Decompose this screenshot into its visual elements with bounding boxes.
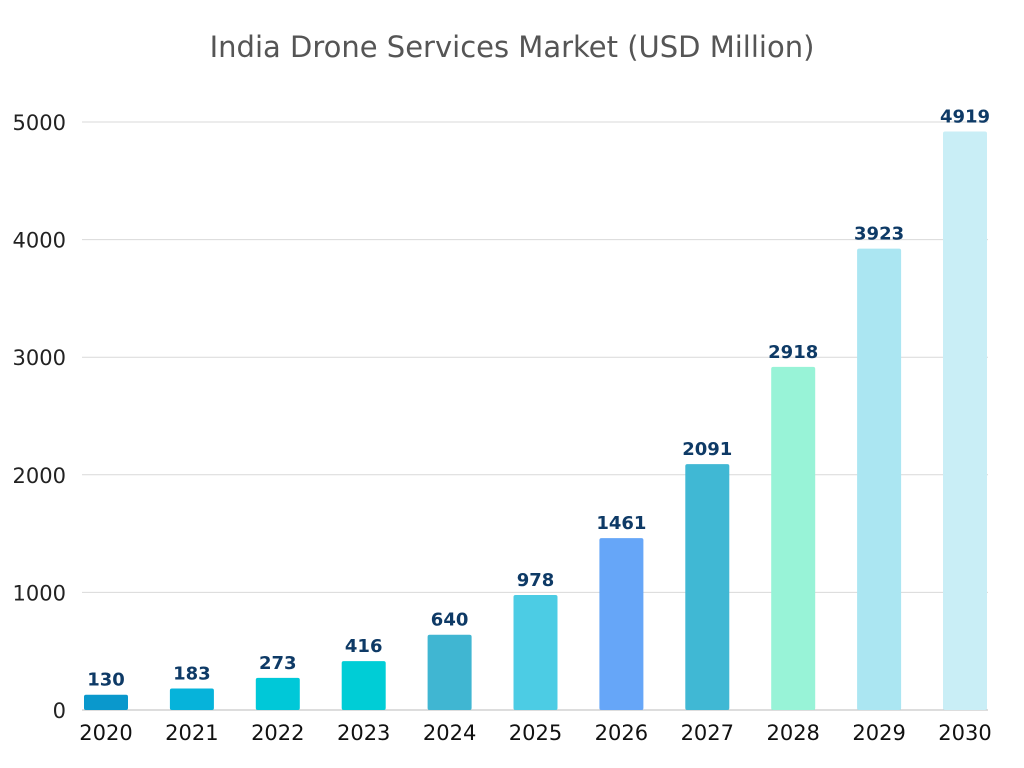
data-label: 183	[173, 663, 211, 684]
x-tick-label: 2020	[79, 721, 132, 745]
x-tick-label: 2023	[337, 721, 390, 745]
x-tick-label: 2028	[766, 721, 819, 745]
bar-2020	[84, 694, 128, 710]
y-tick-label: 5000	[13, 111, 66, 135]
bar-2028	[771, 366, 816, 710]
data-label: 3923	[854, 224, 904, 245]
bar-2024	[427, 634, 472, 710]
x-tick-label: 2026	[595, 721, 648, 745]
y-tick-label: 4000	[13, 229, 66, 253]
data-label: 2918	[768, 342, 818, 363]
data-label: 978	[517, 570, 555, 591]
data-label: 2091	[682, 439, 732, 460]
y-tick-label: 3000	[13, 346, 66, 370]
data-label: 273	[259, 653, 297, 674]
x-tick-label: 2022	[251, 721, 304, 745]
bar-2027	[685, 464, 730, 710]
y-tick-label: 1000	[13, 581, 66, 605]
x-tick-label: 2025	[509, 721, 562, 745]
x-tick-label: 2021	[165, 721, 218, 745]
x-tick-label: 2027	[681, 721, 734, 745]
data-label: 4919	[940, 107, 990, 128]
y-tick-label: 0	[53, 699, 66, 723]
data-label: 640	[431, 610, 469, 631]
data-label: 1461	[596, 513, 646, 534]
bar-2021	[169, 688, 214, 710]
data-label: 130	[87, 670, 125, 691]
bar-2023	[341, 661, 386, 710]
x-tick-label: 2030	[938, 721, 991, 745]
x-tick-label: 2029	[852, 721, 905, 745]
bar-2029	[857, 248, 902, 710]
y-tick-label: 2000	[13, 464, 66, 488]
bar-2030	[943, 131, 987, 710]
chart-title: India Drone Services Market (USD Million…	[209, 30, 815, 64]
bar-2025	[513, 594, 558, 710]
x-tick-label: 2024	[423, 721, 476, 745]
bar-2022	[255, 677, 300, 710]
data-label: 416	[345, 636, 383, 657]
bar-2026	[599, 538, 644, 710]
